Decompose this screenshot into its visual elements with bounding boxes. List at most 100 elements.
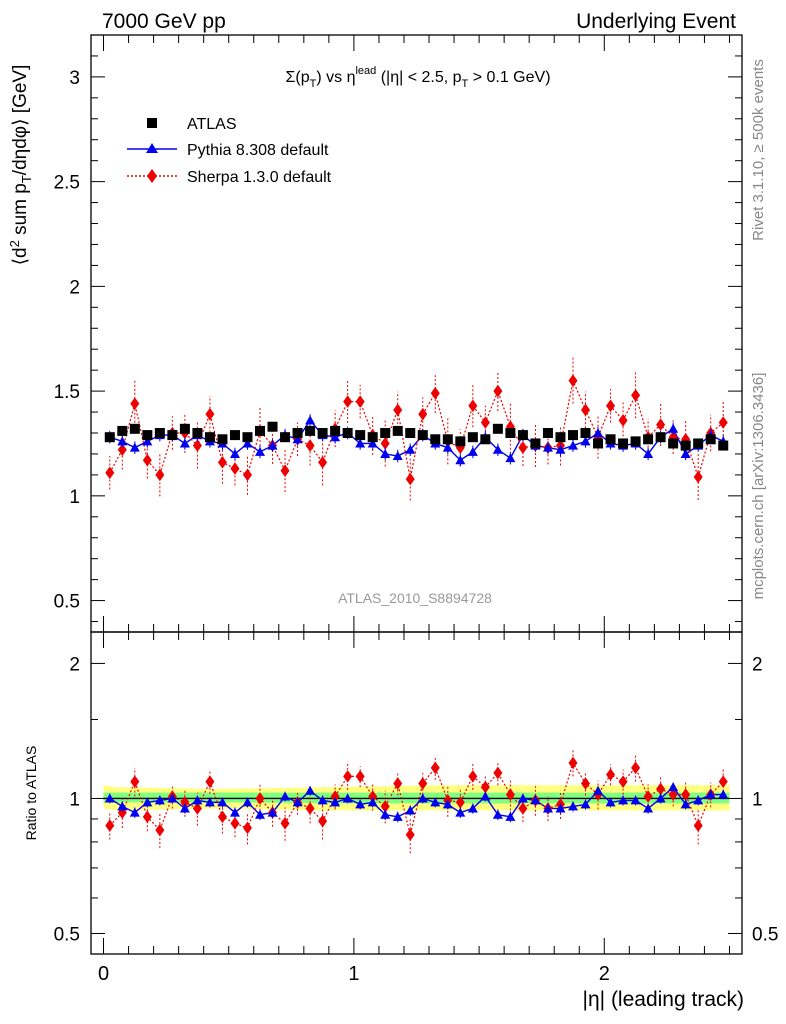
pythia-ratio-point — [430, 797, 441, 807]
x-tick-label: 1 — [348, 963, 359, 985]
main-series-layer — [104, 357, 729, 501]
pythia-point — [455, 455, 466, 465]
pythia-point — [593, 428, 604, 437]
ratio-x-ticks: 0 1 2 — [98, 632, 730, 985]
sherpa-ratio-point — [255, 792, 265, 805]
main-y-tick-label: 1.5 — [54, 382, 80, 403]
atlas-point — [680, 440, 691, 451]
atlas-point — [517, 430, 528, 441]
atlas-point — [492, 423, 503, 434]
pythia-ratio-point — [292, 797, 303, 807]
sherpa-point — [493, 384, 503, 398]
atlas-point — [630, 436, 641, 447]
sherpa-point — [606, 399, 616, 413]
sherpa-point — [380, 437, 390, 450]
sherpa-ratio-point — [668, 788, 678, 801]
ratio-y-tick-label-right: 1 — [752, 789, 763, 810]
sherpa-ratio-point — [180, 796, 190, 809]
header-left-label: 7000 GeV pp — [102, 10, 226, 33]
sherpa-ratio-point — [505, 788, 515, 801]
sherpa-point — [631, 388, 641, 402]
pythia-ratio-point — [330, 797, 341, 807]
pythia-ratio-point — [317, 795, 328, 805]
sherpa-ratio-point — [355, 770, 365, 783]
atlas-point — [380, 428, 391, 438]
sherpa-point — [718, 416, 728, 429]
sherpa-point — [105, 466, 115, 480]
sherpa-ratio-point — [380, 800, 390, 813]
atlas-point — [104, 432, 115, 443]
sherpa-point — [192, 439, 202, 452]
x-axis-label: |η| (leading track) — [583, 988, 744, 1011]
pythia-ratio-point — [392, 811, 403, 821]
pythia-point — [392, 451, 403, 461]
pythia-point — [580, 436, 591, 446]
sherpa-ratio-point — [430, 761, 440, 775]
atlas-point — [643, 434, 654, 445]
sherpa-ratio-point — [631, 761, 641, 775]
atlas-point — [330, 425, 341, 436]
atlas-point — [267, 421, 278, 432]
sherpa-ratio-point — [142, 810, 152, 824]
pythia-point — [142, 436, 153, 446]
atlas-point — [530, 438, 541, 449]
sherpa-point — [230, 462, 240, 475]
sherpa-ratio-point — [192, 802, 202, 815]
sherpa-ratio-point — [693, 819, 703, 832]
legend-atlas-label: ATLAS — [187, 116, 237, 133]
pythia-ratio-point — [367, 797, 378, 807]
sherpa-point — [618, 414, 628, 427]
atlas-point — [467, 432, 478, 443]
pythia-point — [367, 438, 378, 448]
atlas-point — [705, 434, 716, 445]
sherpa-ratio-point — [105, 819, 115, 832]
pythia-ratio-point — [605, 797, 616, 807]
pythia-ratio-point — [280, 791, 291, 801]
sherpa-ratio-point — [130, 775, 140, 788]
pythia-point — [267, 440, 278, 450]
pythia-ratio-point — [154, 795, 165, 805]
sherpa-ratio-point — [242, 821, 252, 835]
atlas-point — [618, 438, 629, 449]
atlas-point — [242, 432, 253, 443]
sherpa-ratio-point — [205, 775, 215, 788]
pythia-ratio-point — [442, 799, 453, 809]
sherpa-point — [581, 403, 591, 417]
x-tick-label: 2 — [599, 963, 610, 985]
atlas-point — [718, 440, 729, 451]
pythia-ratio-point — [405, 805, 416, 815]
sherpa-ratio-point — [480, 780, 490, 794]
atlas-point — [505, 428, 516, 438]
main-y-tick-label: 1 — [69, 487, 80, 508]
pythia-point — [305, 415, 316, 425]
atlas-point — [555, 432, 566, 443]
sherpa-ratio-point — [343, 770, 353, 783]
pythia-ratio-point — [643, 803, 654, 813]
pythia-point — [492, 444, 503, 454]
sherpa-ratio-point — [393, 777, 403, 790]
pythia-point — [442, 442, 453, 452]
atlas-point — [305, 425, 316, 436]
pythia-ratio-point — [255, 809, 266, 819]
sherpa-point — [130, 397, 140, 410]
ratio-plot-frame — [90, 631, 743, 955]
pythia-point — [467, 446, 478, 456]
pythia-point — [255, 446, 266, 456]
sherpa-ratio-point — [405, 828, 415, 842]
main-y-tick-label: 2.5 — [54, 173, 80, 194]
pythia-point — [680, 448, 691, 458]
pythia-ratio-point — [480, 791, 491, 801]
sherpa-ratio-point — [493, 766, 503, 780]
pythia-ratio-point — [580, 799, 591, 809]
sherpa-point — [405, 472, 415, 486]
sherpa-ratio-point — [568, 756, 578, 770]
atlas-point — [417, 430, 428, 441]
sherpa-point — [468, 399, 478, 413]
atlas-point — [367, 432, 378, 443]
atlas-point — [217, 434, 228, 445]
atlas-point — [229, 430, 240, 441]
pythia-point — [668, 423, 679, 433]
pythia-ratio-point — [517, 793, 528, 803]
pythia-ratio-point — [705, 789, 716, 799]
